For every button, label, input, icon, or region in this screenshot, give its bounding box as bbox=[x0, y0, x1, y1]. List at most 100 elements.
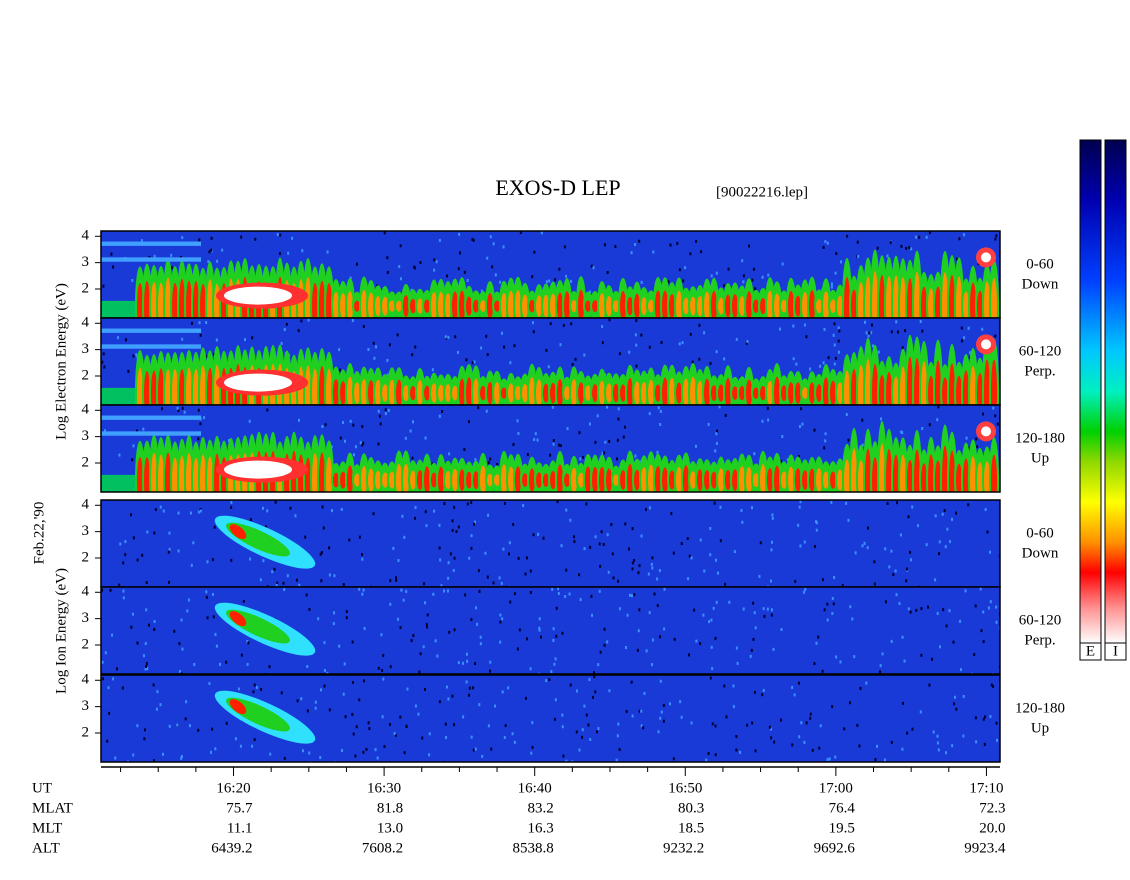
noise bbox=[280, 691, 283, 695]
noise bbox=[809, 712, 812, 716]
noise bbox=[767, 273, 770, 277]
noise bbox=[326, 250, 329, 254]
noise bbox=[367, 347, 370, 351]
noise bbox=[553, 717, 556, 721]
noise bbox=[921, 427, 924, 431]
noise bbox=[751, 721, 754, 725]
noise bbox=[571, 760, 574, 762]
noise bbox=[936, 611, 939, 615]
noise bbox=[640, 333, 643, 337]
noise bbox=[242, 599, 245, 603]
noise bbox=[135, 353, 138, 357]
burst bbox=[354, 300, 360, 312]
noise bbox=[259, 578, 262, 582]
noise bbox=[444, 335, 447, 339]
burst bbox=[389, 471, 395, 489]
noise bbox=[753, 611, 756, 615]
noise bbox=[982, 640, 985, 644]
noise bbox=[465, 652, 468, 656]
noise bbox=[616, 734, 619, 738]
noise bbox=[919, 319, 922, 323]
noise bbox=[583, 547, 586, 551]
burst bbox=[858, 281, 864, 318]
noise bbox=[676, 241, 679, 245]
noise bbox=[559, 343, 562, 347]
noise bbox=[548, 279, 551, 283]
burst bbox=[865, 359, 871, 405]
blob bbox=[224, 373, 292, 392]
burst bbox=[319, 280, 325, 318]
noise bbox=[608, 318, 611, 322]
y-tick-label: 3 bbox=[82, 428, 90, 444]
burst bbox=[900, 366, 906, 405]
noise bbox=[715, 441, 718, 445]
noise bbox=[886, 502, 889, 506]
noise bbox=[601, 325, 604, 329]
burst bbox=[620, 470, 626, 490]
noise bbox=[446, 274, 449, 278]
noise bbox=[557, 592, 560, 596]
noise bbox=[406, 687, 409, 691]
noise bbox=[920, 607, 923, 611]
burst bbox=[732, 386, 738, 400]
burst bbox=[592, 466, 598, 492]
noise bbox=[167, 550, 170, 554]
noise bbox=[388, 343, 391, 347]
noise bbox=[827, 356, 830, 360]
footer-value: 7608.2 bbox=[362, 840, 403, 856]
noise bbox=[658, 569, 661, 573]
noise bbox=[897, 330, 900, 334]
noise bbox=[603, 451, 606, 455]
burst bbox=[417, 298, 423, 314]
noise bbox=[928, 423, 931, 427]
noise bbox=[306, 709, 309, 713]
noise bbox=[363, 679, 366, 683]
noise bbox=[468, 693, 471, 697]
noise bbox=[659, 679, 662, 683]
burst bbox=[984, 359, 990, 405]
noise bbox=[803, 590, 806, 594]
noise bbox=[951, 517, 954, 521]
noise bbox=[925, 543, 928, 547]
noise bbox=[380, 633, 383, 637]
noise bbox=[130, 625, 133, 629]
noise bbox=[826, 241, 829, 245]
noise bbox=[648, 611, 651, 615]
noise bbox=[798, 735, 801, 739]
noise bbox=[561, 725, 564, 729]
noise bbox=[457, 267, 460, 271]
noise bbox=[638, 608, 641, 612]
burst bbox=[564, 473, 570, 487]
noise bbox=[502, 547, 505, 551]
noise bbox=[900, 244, 903, 248]
noise bbox=[362, 324, 365, 328]
burst bbox=[466, 471, 472, 489]
noise bbox=[205, 355, 208, 359]
noise bbox=[801, 422, 804, 426]
burst bbox=[879, 275, 885, 318]
noise bbox=[513, 592, 516, 596]
noise bbox=[682, 279, 685, 283]
noise bbox=[865, 681, 868, 685]
direction-label: Perp. bbox=[1024, 632, 1055, 648]
noise bbox=[709, 527, 712, 531]
noise bbox=[331, 509, 334, 513]
burst bbox=[830, 471, 836, 489]
noise bbox=[135, 429, 138, 433]
x-tick-label: 16:30 bbox=[367, 780, 401, 796]
burst bbox=[662, 377, 668, 405]
noise bbox=[177, 408, 180, 412]
burst bbox=[445, 293, 451, 318]
noise bbox=[821, 578, 824, 582]
noise bbox=[542, 536, 545, 540]
noise bbox=[616, 438, 619, 442]
noise bbox=[395, 578, 398, 582]
noise bbox=[533, 438, 536, 442]
noise bbox=[177, 511, 180, 515]
noise bbox=[153, 254, 156, 258]
noise bbox=[981, 327, 984, 331]
noise bbox=[799, 500, 802, 504]
noise bbox=[711, 667, 714, 671]
noise bbox=[476, 622, 479, 626]
